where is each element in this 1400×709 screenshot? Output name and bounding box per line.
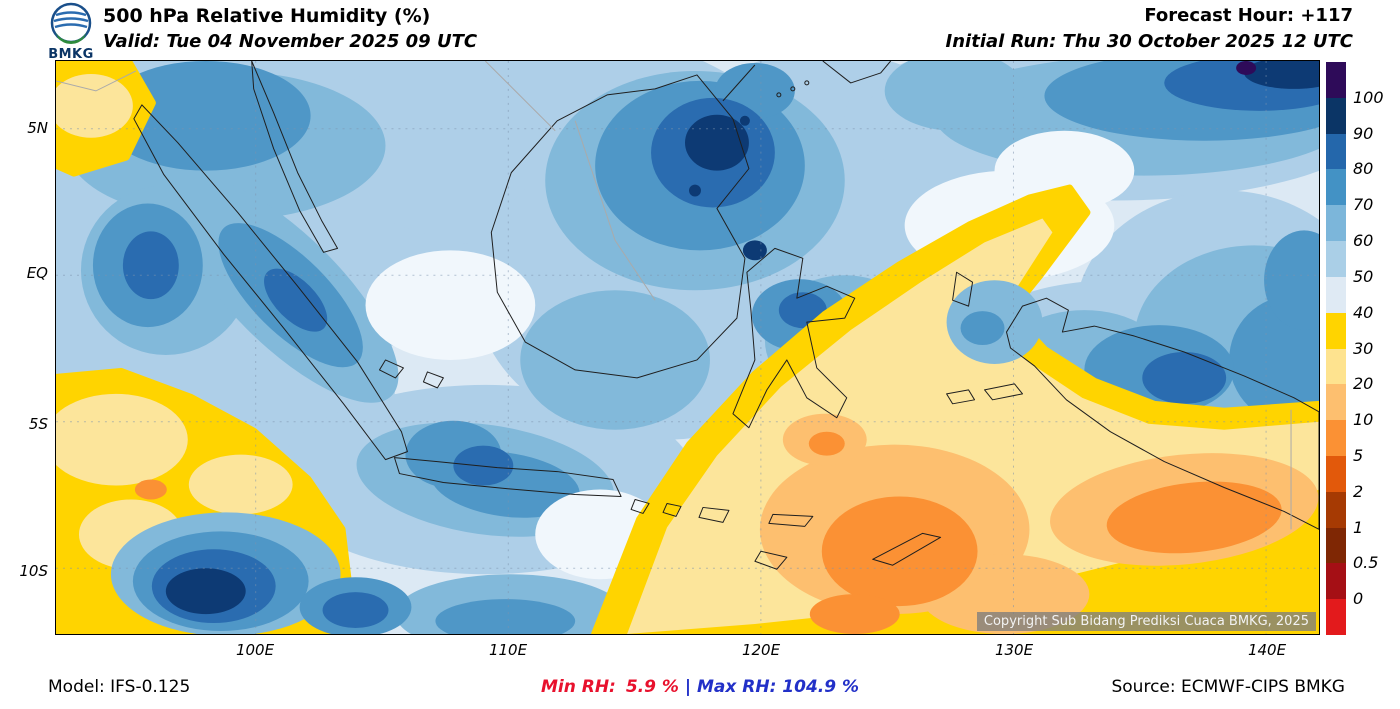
colorbar-labels: 100 90 80 70 60 50 40 30 20 10 5 2 1 0.5 0 [1353,62,1399,635]
colorbar-segment [1326,312,1346,349]
rh-5-10-region [134,431,1282,634]
max-rh-value: 104.9 % [782,677,860,697]
coastline-sulawesi [732,247,856,429]
coastline-new-guinea [1005,297,1319,530]
source-label: Source: ECMWF-CIPS BMKG [1111,677,1345,697]
rh-70-80-region [92,61,1319,634]
bmkg-logo-label: BMKG [48,47,94,62]
colorbar-label: 10 [1353,410,1374,430]
coastline-malay-peninsula [251,61,339,253]
valid-time-label: Valid: Tue 04 November 2025 09 UTC [103,31,478,52]
colorbar-label: 60 [1353,231,1374,251]
colorbar-label: 5 [1353,445,1364,465]
x-axis-tick-130e: 130E [994,641,1034,659]
map-frame: Copyright Sub Bidang Prediksi Cuaca BMKG… [55,60,1320,635]
coastline-borneo [490,74,750,379]
model-label: Model: IFS-0.125 [48,677,191,697]
x-axis-tick-110e: 110E [488,641,528,659]
colorbar-segment [1326,455,1346,492]
colorbar-segment [1326,241,1346,277]
x-axis-tick-100e: 100E [235,641,275,659]
copyright-overlay: Copyright Sub Bidang Prediksi Cuaca BMKG… [976,612,1316,631]
colorbar-label: 2 [1353,481,1364,501]
colorbar-label: 50 [1353,266,1374,286]
colorbar-segment [1326,384,1346,421]
initial-run-label: Initial Run: Thu 30 October 2025 12 UTC [945,31,1353,52]
colorbar-segment [1326,276,1346,313]
colorbar-segment [1326,97,1346,134]
colorbar-label: 100 [1353,87,1384,107]
min-rh-label: Min RH: [540,677,616,697]
min-max-rh: Min RH: 5.9 % | Max RH: 104.9 % [541,677,859,697]
y-axis-tick-10s: 10S [19,562,48,580]
colorbar-label: 0.5 [1353,553,1379,573]
country-borders [56,61,1292,530]
bmkg-logo: BMKG [44,2,98,62]
colorbar-segment [1326,62,1346,98]
coastline-sumatra [133,104,408,461]
colorbar-label: 1 [1353,517,1364,537]
embedded-humid-pockets [110,280,1043,634]
colorbar-segment [1326,563,1346,600]
colorbar-label: 40 [1353,302,1374,322]
colorbar-segment [1326,599,1346,635]
colorbar-label: 90 [1353,123,1374,143]
colorbar-segment [1326,133,1346,170]
colorbar-segments [1326,62,1346,635]
coastline-java [393,457,622,497]
humidity-contour-map [56,61,1319,634]
rh-over-100-speck [1236,61,1257,75]
y-axis-tick-5n: 5N [27,119,48,137]
colorbar-label: 70 [1353,195,1374,215]
colorbar-segment [1326,491,1346,528]
page-title: 500 hPa Relative Humidity (%) [103,5,431,27]
min-rh-value: 5.9 % [625,677,679,697]
colorbar-label: 20 [1353,374,1374,394]
max-rh-label: Max RH: [696,677,777,697]
colorbar-segment [1326,205,1346,242]
colorbar-segment [1326,420,1346,456]
x-axis-tick-120e: 120E [741,641,781,659]
y-axis-tick-eq: EQ [26,264,48,282]
colorbar-label: 0 [1353,589,1364,609]
forecast-hour-label: Forecast Hour: +117 [1144,5,1353,26]
coastlines [133,61,1319,570]
colorbar-label: 80 [1353,159,1374,179]
colorbar-label: 30 [1353,338,1374,358]
min-max-separator: | [684,677,692,697]
y-axis-tick-5s: 5S [28,415,48,433]
colorbar-segment [1326,169,1346,206]
bmkg-logo-icon [50,2,92,45]
x-axis-tick-140e: 140E [1247,641,1287,659]
colorbar-segment [1326,348,1346,385]
colorbar-segment [1326,527,1346,564]
